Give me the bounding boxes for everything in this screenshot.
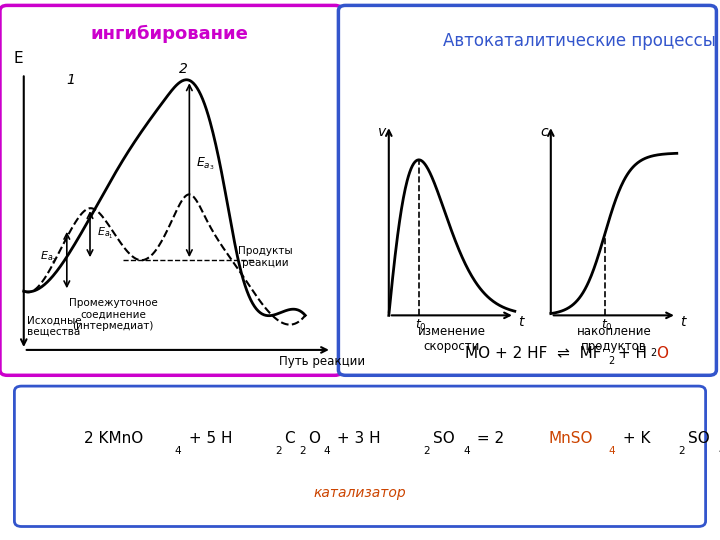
Text: 4: 4 <box>463 446 469 456</box>
Text: SO: SO <box>688 431 709 446</box>
Text: C: C <box>284 431 294 446</box>
Text: 2 KMnO: 2 KMnO <box>84 431 143 446</box>
Text: + K: + K <box>618 431 650 446</box>
Text: v: v <box>378 125 386 139</box>
Text: 2: 2 <box>679 446 685 456</box>
Text: MO + 2 HF  ⇌  MF: MO + 2 HF ⇌ MF <box>464 346 601 361</box>
Text: Автокаталитические процессы: Автокаталитические процессы <box>443 32 716 50</box>
Text: $t_0$: $t_0$ <box>601 318 613 333</box>
Text: c: c <box>540 125 548 139</box>
Text: t: t <box>680 315 686 329</box>
Text: 2: 2 <box>423 446 431 456</box>
Text: SO: SO <box>433 431 454 446</box>
Text: 4: 4 <box>718 446 720 456</box>
Text: = 2: = 2 <box>472 431 509 446</box>
Text: $t_0$: $t_0$ <box>415 318 427 333</box>
Text: O: O <box>657 346 668 361</box>
Text: изменение
скорости: изменение скорости <box>418 325 486 353</box>
Text: 2: 2 <box>275 446 282 456</box>
Text: 4: 4 <box>323 446 330 456</box>
Text: MnSO: MnSO <box>548 431 593 446</box>
Text: 4: 4 <box>175 446 181 456</box>
Text: O: O <box>308 431 320 446</box>
Text: 1: 1 <box>67 73 76 87</box>
Text: Путь реакции: Путь реакции <box>279 355 365 368</box>
Text: 2: 2 <box>608 356 614 366</box>
Text: t: t <box>518 315 524 329</box>
Text: 2: 2 <box>300 446 306 456</box>
Text: $E_{a_1}$: $E_{a_1}$ <box>96 226 113 241</box>
Text: Исходные
вещества: Исходные вещества <box>27 315 81 337</box>
Text: 4: 4 <box>609 446 616 456</box>
Text: катализатор: катализатор <box>314 486 406 500</box>
Text: $E_{a_2}$: $E_{a_2}$ <box>40 250 57 265</box>
Text: $E_{a_3}$: $E_{a_3}$ <box>196 156 215 172</box>
Text: + 3 H: + 3 H <box>333 431 381 446</box>
Text: накопление
продуктов: накопление продуктов <box>577 325 651 353</box>
Text: Промежуточное
соединение
(интермедиат): Промежуточное соединение (интермедиат) <box>69 298 158 331</box>
Text: + H: + H <box>613 346 647 361</box>
Text: 2: 2 <box>179 63 189 77</box>
Text: Продукты
реакции: Продукты реакции <box>238 246 293 268</box>
Text: 2: 2 <box>650 348 657 359</box>
Text: + 5 H: + 5 H <box>184 431 233 446</box>
Text: ингибирование: ингибирование <box>90 25 248 43</box>
Text: E: E <box>14 51 24 66</box>
